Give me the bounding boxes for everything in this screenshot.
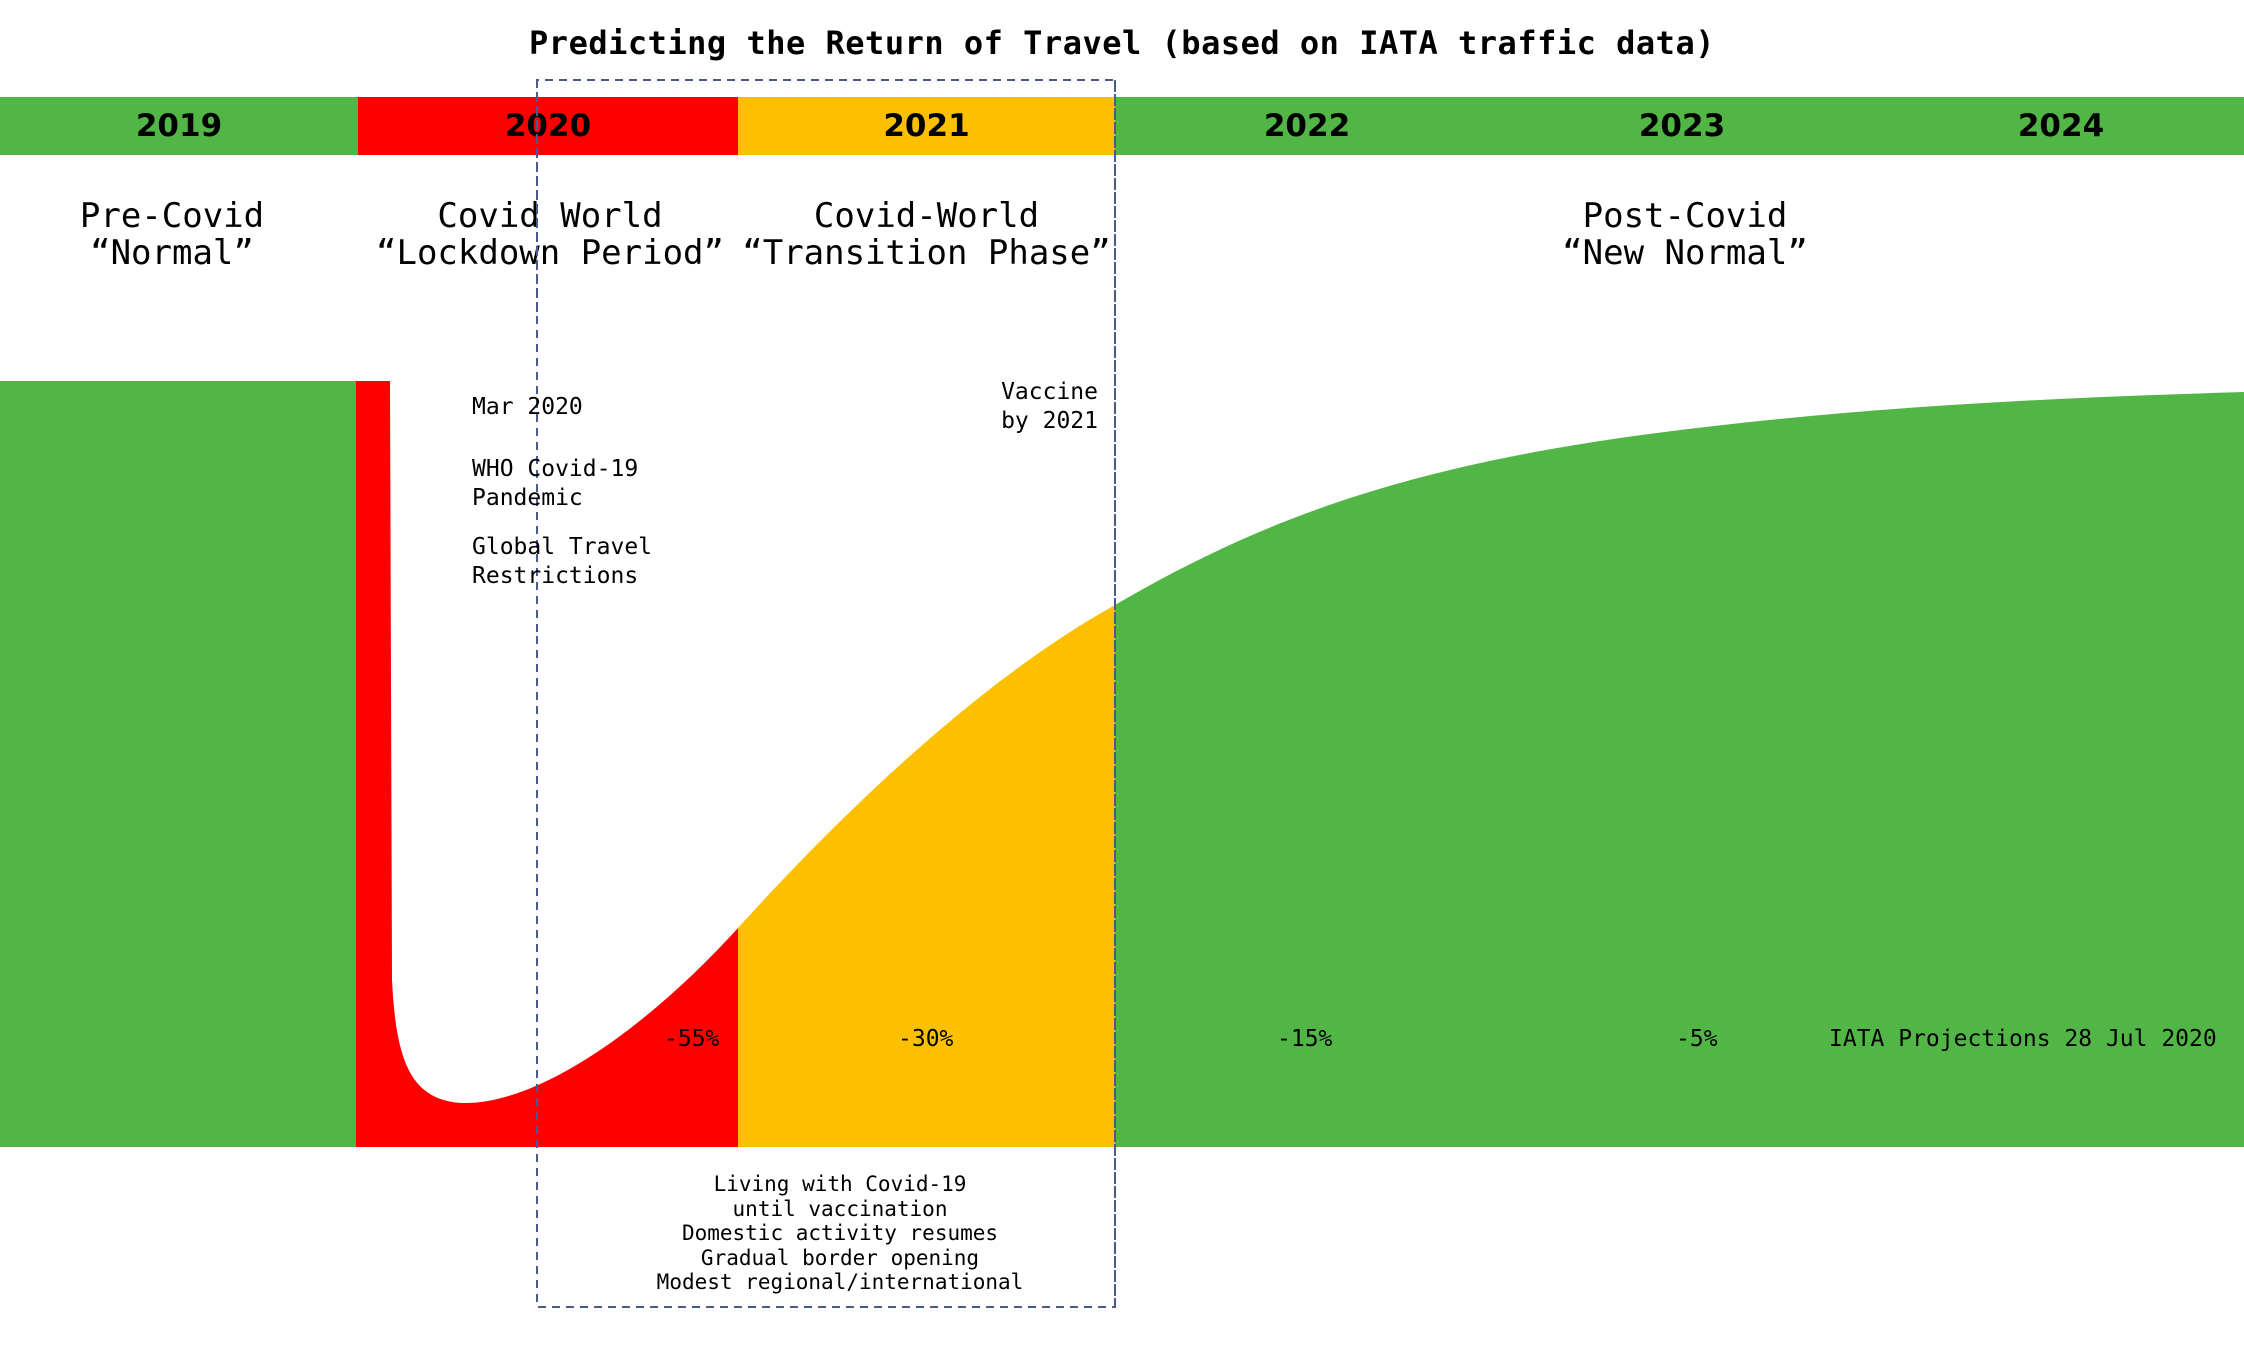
transition-dashed-box bbox=[536, 79, 1116, 1308]
lockdown-traffic-area bbox=[356, 381, 738, 1147]
annotation-mar-2020: Mar 2020 bbox=[472, 394, 583, 420]
years-post-covid-band: 2022 2023 2024 bbox=[1115, 97, 2244, 155]
transition-traffic-area bbox=[738, 605, 1115, 1147]
annotation-vaccine: Vaccine by 2021 bbox=[1001, 379, 1098, 434]
year-2019-band: 2019 bbox=[0, 97, 358, 155]
transition-note: Living with Covid-19 until vaccination D… bbox=[656, 1172, 1024, 1294]
phase-lockdown-label: Covid World “Lockdown Period” bbox=[376, 196, 724, 273]
source-note: IATA Projections 28 Jul 2020 bbox=[1829, 1026, 2217, 1052]
post-covid-traffic-area bbox=[1115, 392, 2244, 1147]
phase-post-covid-label: Post-Covid “New Normal” bbox=[1562, 196, 1808, 273]
change-label-2020: -55% bbox=[664, 1026, 720, 1052]
year-2020-band: 2020 bbox=[358, 97, 738, 155]
change-label-2022: -15% bbox=[1277, 1026, 1333, 1052]
phase-pre-covid-label: Pre-Covid “Normal” bbox=[79, 196, 265, 273]
annotation-travel-restrictions: Global Travel Restrictions bbox=[472, 534, 653, 589]
year-2022-label: 2022 bbox=[1263, 108, 1351, 144]
year-2024-label: 2024 bbox=[2017, 108, 2105, 144]
change-label-2021: -30% bbox=[898, 1026, 954, 1052]
diagram-title: Predicting the Return of Travel (based o… bbox=[529, 24, 1715, 62]
year-2021-band: 2021 bbox=[738, 97, 1115, 155]
year-2023-label: 2023 bbox=[1638, 108, 1726, 144]
change-label-2023: -5% bbox=[1676, 1026, 1718, 1052]
pre-covid-traffic-area bbox=[0, 381, 358, 1147]
phase-transition-label: Covid-World “Transition Phase” bbox=[742, 196, 1111, 273]
annotation-who-pandemic: WHO Covid-19 Pandemic bbox=[472, 456, 639, 511]
